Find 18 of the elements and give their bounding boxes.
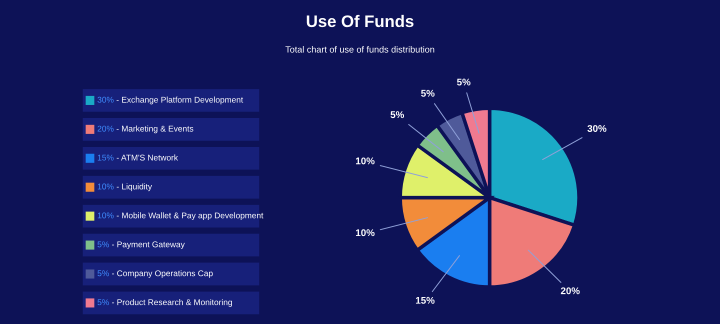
legend-label: 30% - Exchange Platform Development (98, 96, 244, 104)
data-label: 5% (456, 78, 470, 86)
legend-label: 10% - Liquidity (98, 183, 152, 192)
legend-label: 20% - Marketing & Events (98, 125, 194, 134)
chart-title: Use Of Funds (306, 14, 414, 28)
legend-label: 5% - Payment Gateway (98, 241, 185, 249)
legend-label: 5% - Company Operations Cap (98, 270, 213, 278)
data-label: 5% (421, 90, 435, 97)
legend-label: 5% - Product Research & Monitoring (98, 299, 232, 307)
data-label: 15% (416, 296, 435, 304)
data-label: 20% (560, 287, 580, 294)
data-label: 10% (356, 157, 375, 164)
legend-label: 10% - Mobile Wallet & Pay app Development (98, 212, 264, 220)
data-label: 5% (390, 111, 404, 118)
data-label: 30% (587, 125, 606, 132)
legend-label: 15% - ATM'S Network (98, 154, 178, 161)
data-label: 10% (356, 229, 375, 236)
chart-subtitle: Total chart of use of funds distribution (285, 46, 434, 53)
